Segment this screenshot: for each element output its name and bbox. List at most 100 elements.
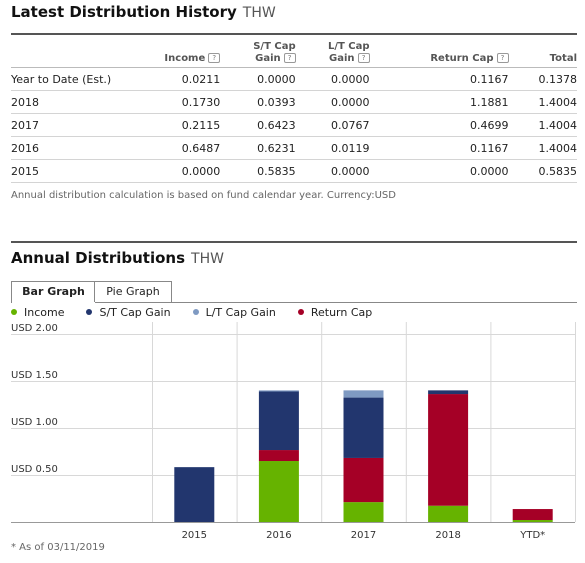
column-header-line2: Income [164, 53, 206, 64]
bar-segment [343, 397, 384, 458]
row-label: 2018 [11, 90, 121, 114]
column-header-4: Return Cap? [369, 35, 509, 68]
legend-item[interactable]: L/T Cap Gain [192, 306, 276, 319]
annual-title-text: Annual Distributions [11, 249, 186, 267]
history-ticker: THW [242, 5, 276, 21]
column-header-2: S/T Cap Gain? [220, 35, 296, 68]
bar-segment [343, 390, 384, 398]
column-header-line2: Gain [329, 53, 355, 64]
bar-segment [428, 390, 469, 395]
table-cell: 0.6423 [220, 113, 296, 137]
bar-segment [512, 509, 553, 521]
distribution-history-table: Income? S/T Cap Gain? L/T Cap Gain? Return Ca… [11, 35, 577, 183]
legend-item[interactable]: Income [11, 306, 64, 319]
table-row: 2016 0.6487 0.6231 0.0119 0.1167 1.4004 [11, 136, 577, 160]
annual-title: Annual Distributions THW [11, 249, 224, 267]
table-cell: 0.0000 [295, 90, 370, 114]
bar-segment [258, 450, 299, 462]
bar-segment [174, 467, 215, 522]
table-cell: 0.0211 [121, 67, 221, 91]
column-header-line2: Gain [255, 53, 281, 64]
annual-distributions-chart: USD 0.50 USD 1.00 USD 1.50 USD 2.00 2015 2016… [11, 322, 576, 541]
history-rule [11, 33, 577, 35]
column-header-0 [11, 35, 121, 68]
table-cell: 0.5835 [508, 159, 577, 183]
table-row: 2018 0.1730 0.0393 0.0000 1.1881 1.4004 [11, 90, 577, 114]
table-cell: 0.5835 [220, 159, 296, 183]
table-cell: 0.4699 [369, 113, 509, 137]
row-label: 2015 [11, 159, 121, 183]
table-cell: 0.0767 [295, 113, 370, 137]
legend-label: S/T Cap Gain [99, 306, 171, 319]
bar-segment [343, 457, 384, 503]
as-of-date: * As of 03/11/2019 [11, 542, 105, 553]
help-icon[interactable]: ? [496, 53, 509, 63]
annual-rule [11, 241, 577, 243]
table-cell: 0.0000 [220, 67, 296, 91]
y-tick-label: USD 1.00 [11, 417, 58, 428]
row-label: 2017 [11, 113, 121, 137]
column-header-3: L/T Cap Gain? [295, 35, 370, 68]
help-icon[interactable]: ? [208, 53, 221, 63]
bar-segment [258, 390, 299, 392]
x-tick-label: 2017 [351, 530, 376, 541]
calculation-note: Annual distribution calculation is based… [11, 190, 396, 201]
table-cell: 0.0000 [121, 159, 221, 183]
chart-legend: Income S/T Cap Gain L/T Cap Gain Return Cap [11, 306, 394, 320]
table-cell: 1.4004 [508, 90, 577, 114]
bar-segment [428, 505, 469, 522]
table-cell: 0.6487 [121, 136, 221, 160]
bar-segment [258, 391, 299, 451]
column-header-line2: Total [549, 53, 577, 64]
table-cell: 0.0000 [295, 67, 370, 91]
table-cell: 1.4004 [508, 136, 577, 160]
y-tick-label: USD 0.50 [11, 464, 58, 475]
column-header-line1: L/T Cap [327, 41, 370, 52]
table-row: 2015 0.0000 0.5835 0.0000 0.0000 0.5835 [11, 159, 577, 183]
tab-bar-graph[interactable]: Bar Graph [11, 281, 96, 303]
y-tick-label: USD 1.50 [11, 370, 58, 381]
table-cell: 0.0000 [295, 159, 370, 183]
legend-swatch-icon [86, 309, 93, 315]
bar-segment [428, 394, 469, 506]
legend-label: Income [24, 306, 65, 319]
legend-swatch-icon [297, 309, 304, 315]
x-tick-label: 2015 [182, 530, 207, 541]
history-title: Latest Distribution History THW [11, 3, 276, 21]
table-body: Year to Date (Est.) 0.0211 0.0000 0.0000 0.1… [11, 67, 577, 183]
table-header-row: Income? S/T Cap Gain? L/T Cap Gain? Return Ca… [11, 35, 577, 68]
table-cell: 0.0393 [220, 90, 296, 114]
annual-ticker: THW [191, 251, 224, 267]
x-tick-label: YTD* [519, 530, 545, 541]
history-title-text: Latest Distribution History [11, 3, 237, 21]
legend-item[interactable]: Return Cap [297, 306, 372, 319]
table-cell: 0.0119 [295, 136, 370, 160]
legend-swatch-icon [11, 309, 17, 315]
x-tick-label: 2018 [435, 530, 460, 541]
column-header-line2: Return Cap [430, 53, 494, 64]
help-icon[interactable]: ? [357, 53, 370, 63]
y-tick-label: USD 2.00 [11, 323, 58, 334]
bar-segment [258, 461, 299, 522]
column-header-1: Income? [121, 35, 221, 68]
column-header-line1: S/T Cap [253, 41, 296, 52]
legend-swatch-icon [192, 309, 199, 315]
table-cell: 0.1167 [369, 136, 509, 160]
row-label: Year to Date (Est.) [11, 67, 121, 91]
x-tick-label: 2016 [266, 530, 291, 541]
table-row: Year to Date (Est.) 0.0211 0.0000 0.0000 0.1… [11, 67, 577, 91]
graph-tabs: Bar Graph Pie Graph [11, 281, 577, 303]
table-cell: 0.6231 [220, 136, 296, 160]
table-cell: 0.1167 [369, 67, 509, 91]
table-cell: 1.4004 [508, 113, 577, 137]
table-cell: 0.0000 [369, 159, 509, 183]
help-icon[interactable]: ? [283, 53, 296, 63]
legend-item[interactable]: S/T Cap Gain [86, 306, 171, 319]
table-cell: 0.1730 [121, 90, 221, 114]
row-label: 2016 [11, 136, 121, 160]
table-cell: 1.1881 [369, 90, 509, 114]
table-cell: 0.2115 [121, 113, 221, 137]
column-header-5: Total [508, 35, 577, 68]
legend-label: L/T Cap Gain [205, 306, 276, 319]
tab-pie-graph[interactable]: Pie Graph [94, 281, 172, 302]
